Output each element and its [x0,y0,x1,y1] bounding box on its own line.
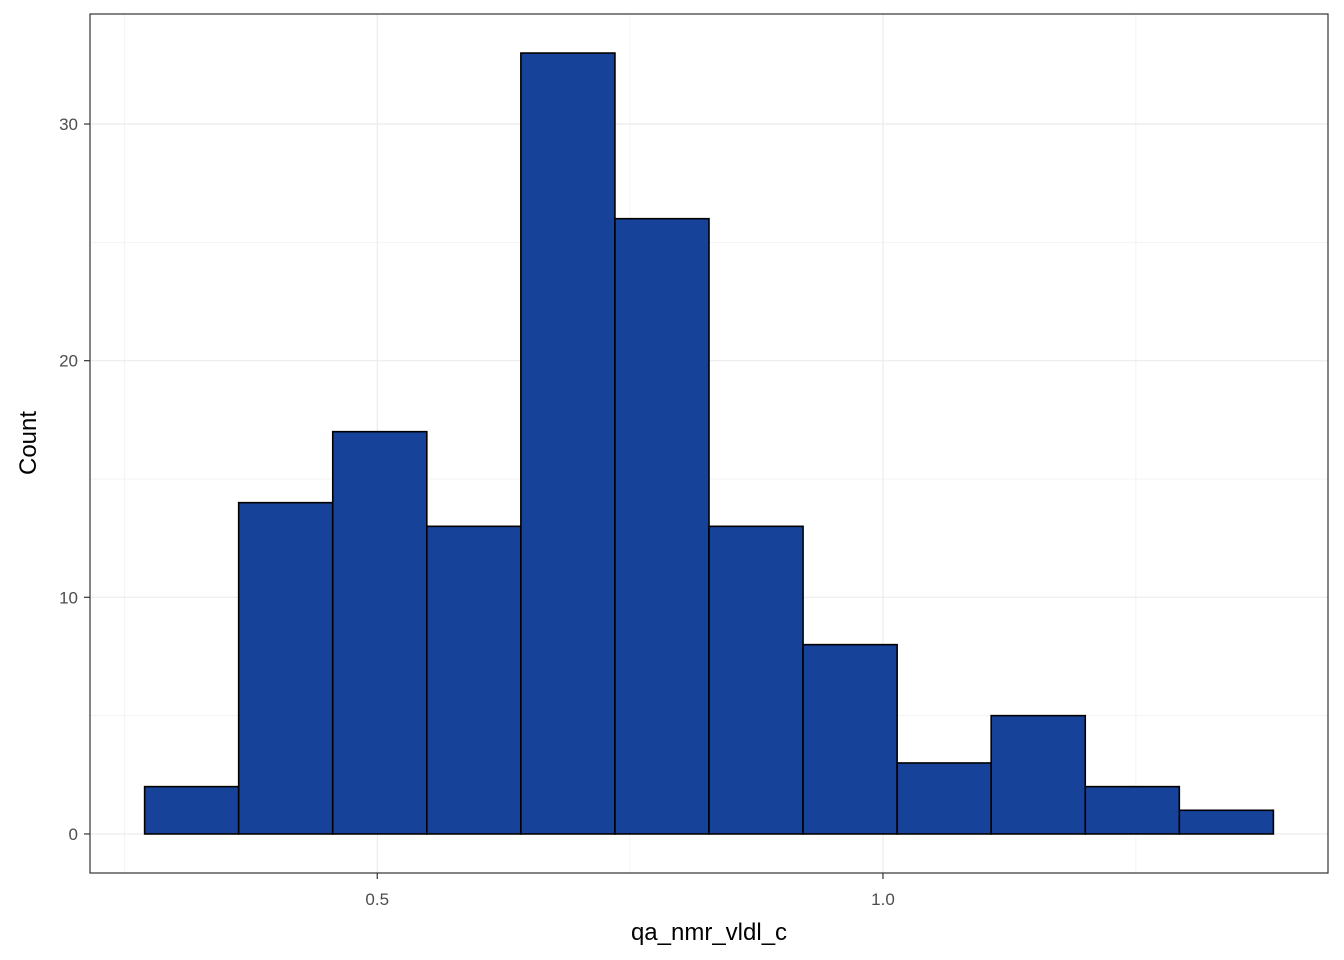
histogram-bar-4 [426,525,522,835]
y-axis-ticks: 0 10 20 30 [59,115,90,844]
y-tick-label: 30 [59,115,78,134]
histogram-bar-7 [708,525,804,835]
histogram-bar-1 [143,785,240,835]
histogram-bar-8 [802,643,898,835]
histogram-bar-12 [1178,809,1275,835]
histogram-bar-6 [614,217,710,835]
histogram-bars [143,52,1275,835]
x-axis-ticks: 0.5 1.0 [365,873,895,909]
histogram-bar-3 [331,430,428,835]
histogram-bar-2 [237,501,334,835]
y-tick-label: 20 [59,352,78,371]
histogram-bar-11 [1084,785,1181,835]
x-tick-label: 0.5 [365,890,389,909]
y-tick-label: 10 [59,588,78,607]
y-tick-label: 0 [69,825,78,844]
y-axis-title: Count [15,411,42,475]
x-axis-title: qa_nmr_vldl_c [631,919,787,946]
histogram-bar-9 [896,762,992,835]
histogram-bar-10 [990,714,1087,835]
panel-border [89,13,1329,874]
x-tick-label: 1.0 [871,890,895,909]
histogram-bar-5 [520,52,616,835]
